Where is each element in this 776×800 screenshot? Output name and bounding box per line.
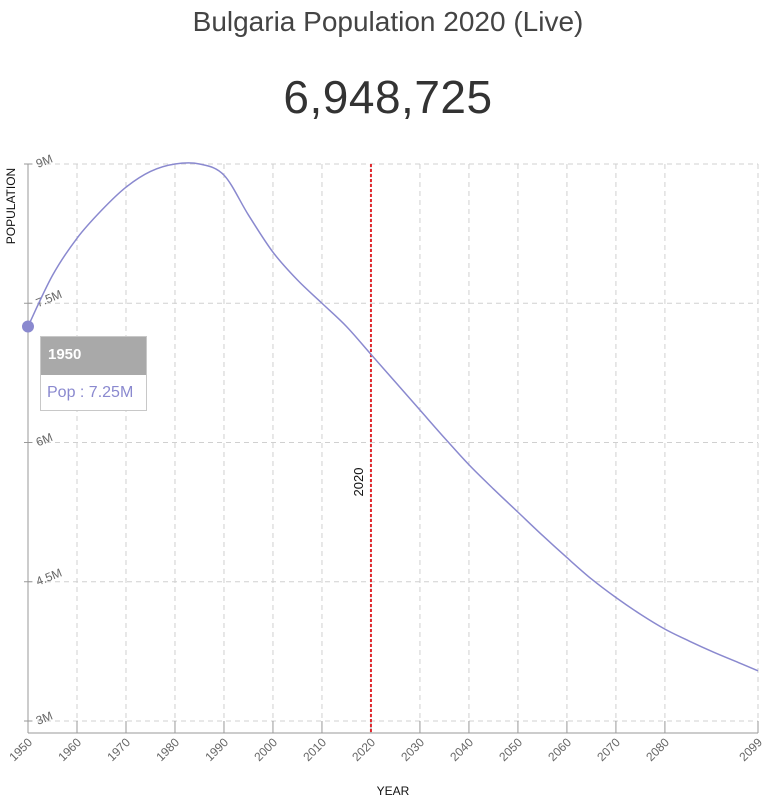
y-tick-label: 7.5M: [34, 287, 64, 310]
current-year-marker: 2020: [351, 164, 372, 733]
x-tick-label: 2080: [643, 735, 672, 764]
x-tick-label: 1970: [104, 735, 133, 764]
x-tick-label: 2070: [594, 735, 623, 764]
x-tick-label: 1990: [202, 735, 231, 764]
data-tooltip: 1950 Pop : 7.25M: [40, 336, 147, 411]
tooltip-year: 1950: [41, 337, 146, 375]
series-lines: [27, 162, 759, 672]
y-axis-title: POPULATION: [4, 168, 18, 244]
y-tick-label: 9M: [34, 152, 55, 171]
x-tick-label: 2000: [251, 735, 280, 764]
axes: [24, 163, 759, 734]
x-tick-label: 2030: [398, 735, 427, 764]
x-tick-label: 2040: [447, 735, 476, 764]
x-tick-label: 2010: [300, 735, 329, 764]
tooltip-value: Pop : 7.25M: [47, 384, 134, 401]
x-tick-label: 1960: [55, 735, 84, 764]
y-tick-label: 6M: [34, 430, 55, 449]
highlight-points[interactable]: [22, 320, 34, 333]
x-tick-label: 1950: [6, 735, 35, 764]
current-year-label: 2020: [351, 468, 366, 497]
x-tick-labels: 1950 1960 1970 1980 1990 2000 2010 2020 2030 2040…: [6, 735, 765, 764]
live-population-counter: 6,948,725: [283, 71, 493, 123]
x-tick-label: 1980: [153, 735, 182, 764]
x-tick-label: 2099: [736, 735, 765, 764]
x-tick-label: 2050: [496, 735, 525, 764]
x-tick-label: 2060: [545, 735, 574, 764]
grid-lines: [28, 163, 759, 722]
y-tick-label: 3M: [34, 709, 55, 728]
x-axis-title: YEAR: [377, 784, 410, 798]
x-tick-label: 2020: [349, 735, 378, 764]
highlight-point[interactable]: [22, 320, 34, 333]
y-tick-labels: 3M 4.5M 6M 7.5M 9M: [34, 152, 64, 728]
chart-title: Bulgaria Population 2020 (Live): [192, 6, 584, 37]
population-line: [27, 162, 759, 672]
y-tick-label: 4.5M: [34, 566, 64, 589]
